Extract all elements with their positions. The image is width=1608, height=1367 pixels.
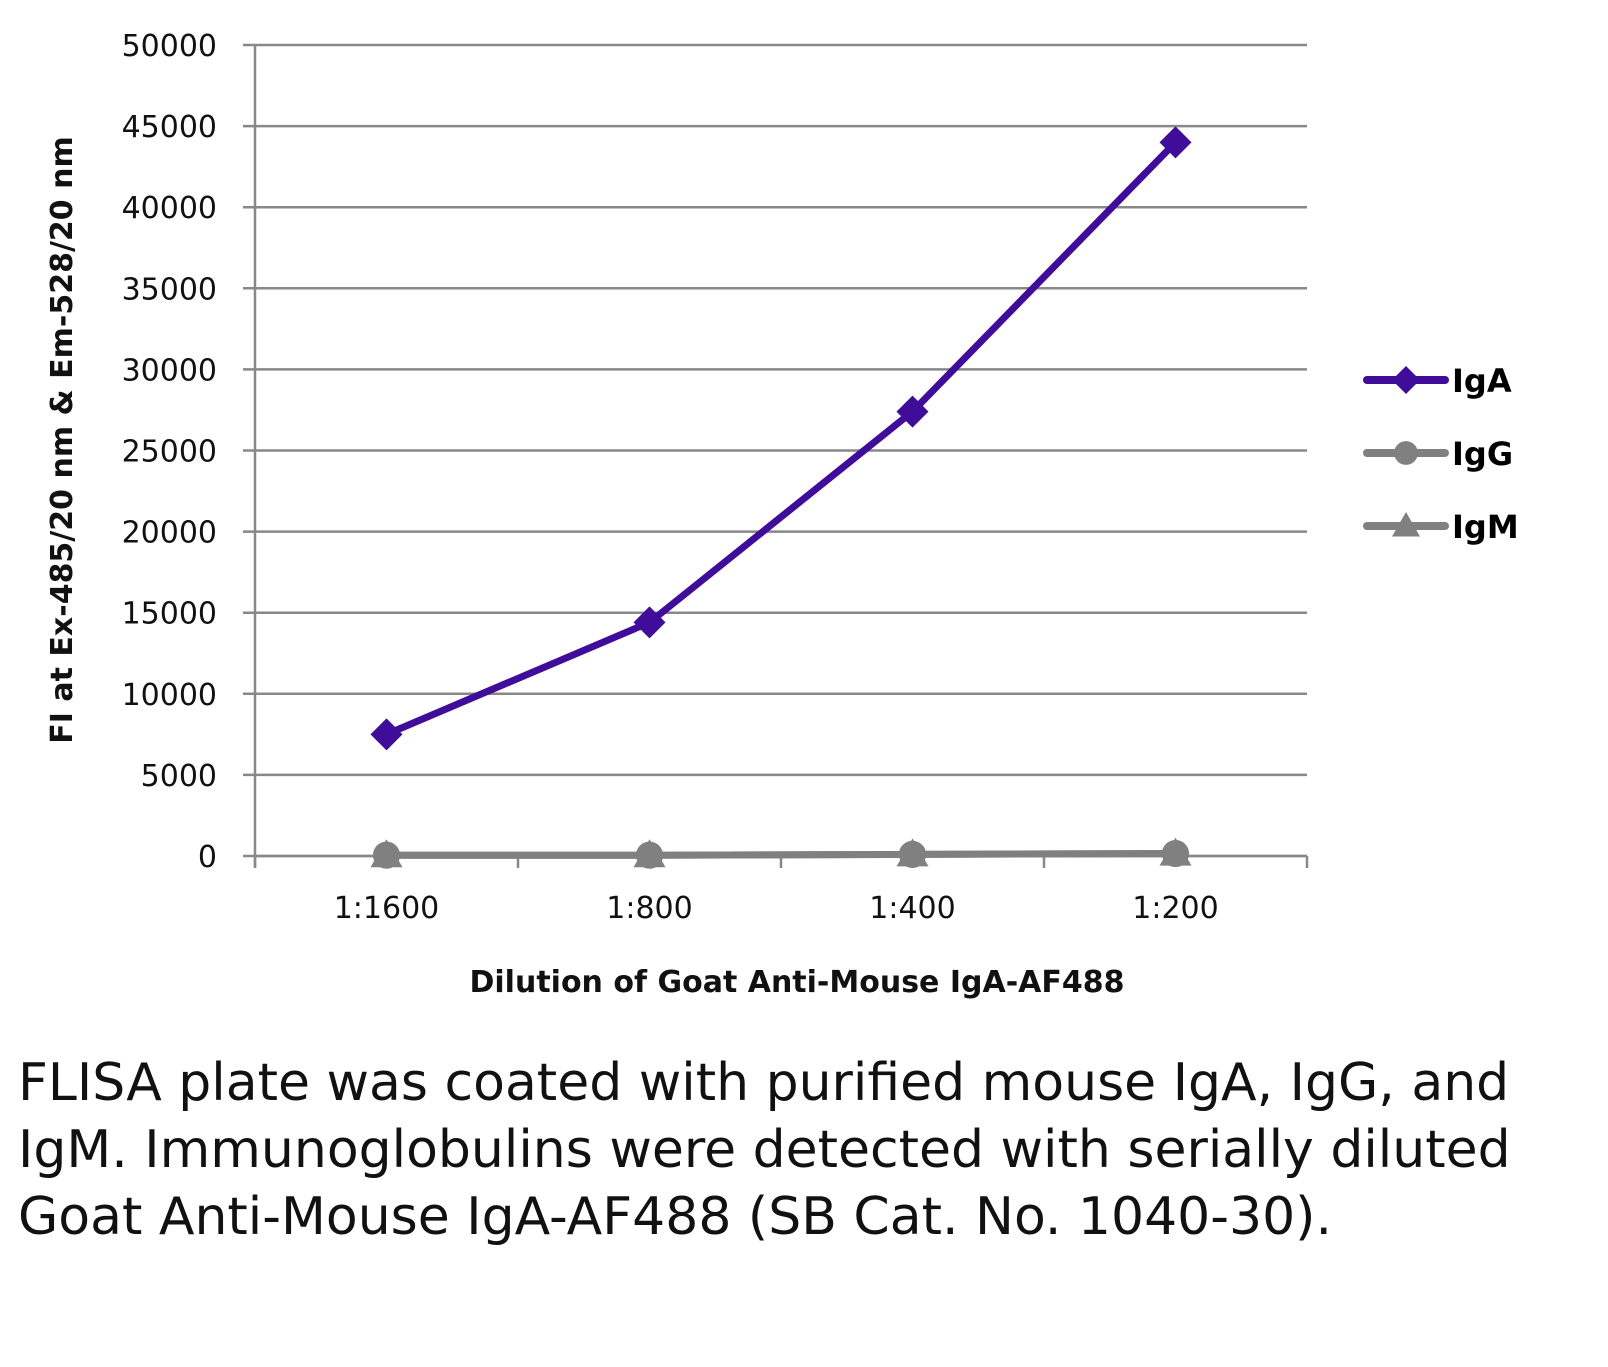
diamond-marker	[370, 718, 403, 751]
diamond-marker	[896, 395, 929, 428]
diamond-marker	[1159, 126, 1192, 159]
circle-marker	[635, 841, 664, 869]
diamond-marker	[1392, 366, 1420, 394]
y-tick-label: 0	[198, 840, 217, 875]
x-tick-label: 1:1600	[334, 891, 440, 926]
line-chart: 0 5000 10000 15000 20000 25000 30000 35000 40000…	[45, 29, 1519, 1000]
y-tick-label: 25000	[122, 435, 217, 470]
y-tick-label: 10000	[122, 678, 217, 713]
y-tick-label: 20000	[122, 516, 217, 551]
series-line-IgA	[385, 139, 1179, 738]
y-axis-label: FI at Ex-485/20 nm & Em-528/20 nm	[45, 136, 80, 743]
circle-marker	[372, 841, 401, 869]
y-tick-label: 45000	[122, 110, 217, 145]
diamond-marker	[633, 606, 666, 639]
legend-label-IgM: IgM	[1452, 508, 1519, 546]
x-tick-label: 1:200	[1132, 891, 1218, 926]
y-tick-label: 5000	[141, 759, 217, 794]
x-axis-label: Dilution of Goat Anti-Mouse IgA-AF488	[470, 965, 1125, 1000]
series-line-IgG	[386, 850, 1176, 859]
y-tick-label: 50000	[122, 29, 217, 64]
y-tick-label: 15000	[122, 597, 217, 632]
y-tick-label: 30000	[122, 353, 217, 388]
circle-marker	[898, 840, 927, 868]
x-tick-label: 1:800	[606, 891, 692, 926]
triangle-marker	[1392, 512, 1420, 537]
y-tick-label: 35000	[122, 272, 217, 307]
circle-marker	[1161, 839, 1190, 868]
y-tick-label: 40000	[122, 191, 217, 226]
legend-label-IgG: IgG	[1452, 435, 1513, 473]
legend-label-IgA: IgA	[1452, 362, 1512, 400]
x-tick-label: 1:400	[869, 891, 955, 926]
figure-caption: FLISA plate was coated with purified mou…	[18, 1053, 1511, 1247]
circle-marker	[1394, 441, 1418, 465]
